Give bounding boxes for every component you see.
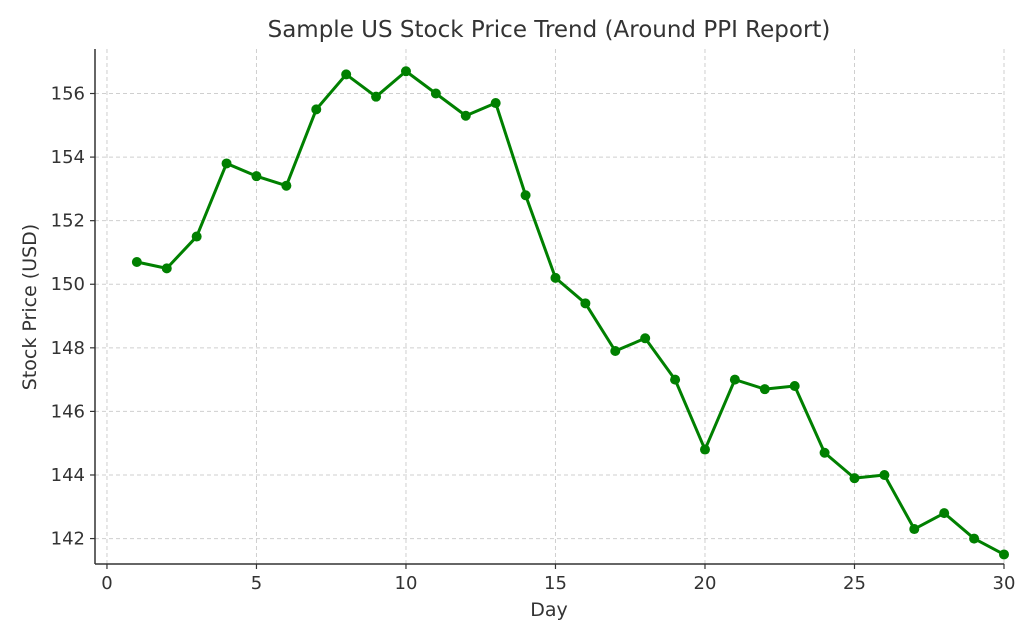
data-point <box>610 346 621 357</box>
data-point <box>969 533 980 544</box>
tick-labels: 0 5 10 15 20 25 30 142 144 146 148 150 152 154 156 <box>51 84 1016 594</box>
data-point <box>400 66 411 77</box>
y-tick-label: 146 <box>51 401 85 422</box>
data-point <box>640 333 651 344</box>
data-point <box>371 91 382 102</box>
data-point <box>819 447 830 458</box>
x-tick-label: 25 <box>843 573 866 594</box>
x-tick-label: 20 <box>694 573 717 594</box>
axes <box>90 49 1005 569</box>
data-point <box>251 171 262 182</box>
y-tick-label: 144 <box>51 465 85 486</box>
data-point <box>191 231 202 242</box>
data-point <box>221 158 232 169</box>
grid <box>95 49 1005 564</box>
data-point <box>699 444 710 455</box>
data-point <box>520 190 531 201</box>
data-point <box>849 473 860 484</box>
data-point <box>999 549 1009 560</box>
series-line <box>135 69 1006 556</box>
data-point <box>490 98 501 109</box>
x-axis-label: Day <box>530 599 568 621</box>
x-tick-label: 15 <box>544 573 567 594</box>
data-point <box>161 263 172 274</box>
data-point <box>759 384 770 395</box>
x-tick-label: 30 <box>993 573 1016 594</box>
x-tick-label: 5 <box>251 573 262 594</box>
y-tick-label: 142 <box>51 529 85 550</box>
y-tick-label: 148 <box>51 338 85 359</box>
chart-title: Sample US Stock Price Trend (Around PPI … <box>268 17 831 43</box>
data-point <box>311 104 322 115</box>
data-point <box>430 88 441 99</box>
y-tick-label: 154 <box>51 147 85 168</box>
x-tick-label: 10 <box>395 573 418 594</box>
data-point <box>341 69 352 80</box>
data-point <box>909 524 920 535</box>
data-point <box>879 469 890 480</box>
data-point <box>550 272 561 283</box>
data-point <box>670 374 681 385</box>
data-point <box>729 374 740 385</box>
data-point <box>580 298 591 309</box>
data-point <box>281 180 292 191</box>
y-axis-label: Stock Price (USD) <box>19 224 41 390</box>
data-point <box>460 110 471 121</box>
x-tick-label: 0 <box>101 573 112 594</box>
y-tick-label: 152 <box>51 211 85 232</box>
y-tick-label: 150 <box>51 274 85 295</box>
data-point <box>789 380 800 391</box>
data-point <box>939 508 950 519</box>
y-tick-label: 156 <box>51 84 85 105</box>
series-layer <box>131 66 1009 560</box>
data-point <box>131 256 142 267</box>
